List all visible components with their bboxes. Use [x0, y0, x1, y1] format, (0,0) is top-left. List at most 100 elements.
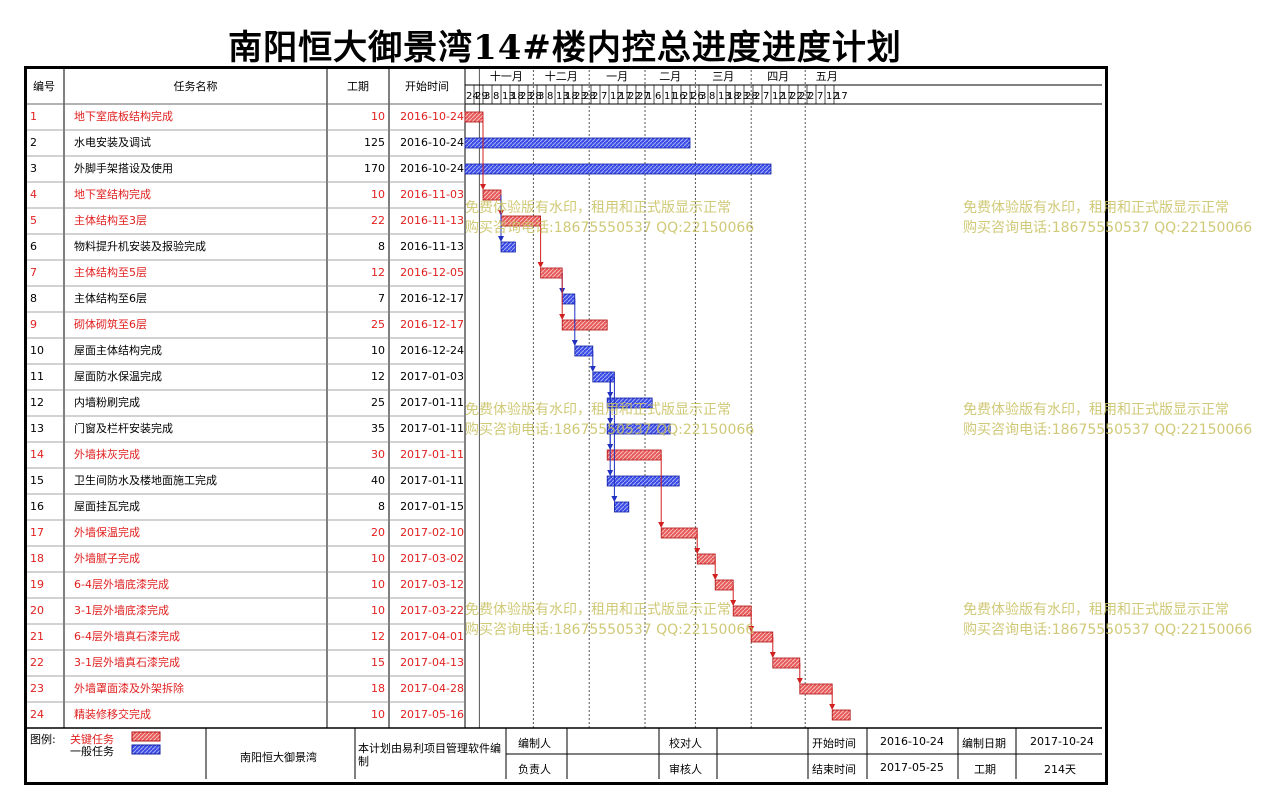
task-id: 23 — [30, 682, 44, 695]
task-id: 24 — [30, 708, 44, 721]
task-name: 6-4层外墙真石漆完成 — [74, 630, 180, 643]
task-duration: 40 — [371, 474, 385, 487]
footer-end-label: 结束时间 — [812, 763, 856, 776]
task-duration: 10 — [371, 552, 385, 565]
task-id: 16 — [30, 500, 44, 513]
chart-frame — [24, 66, 1108, 785]
task-bar — [606, 475, 680, 487]
header-start: 开始时间 — [405, 80, 449, 93]
day-tick-label: 23 — [574, 91, 587, 102]
day-tick-label: 2 — [808, 91, 814, 102]
day-tick-label: 13 — [556, 91, 569, 102]
task-start: 2016-12-05 — [400, 266, 464, 279]
header-id: 编号 — [33, 80, 55, 93]
task-start: 2016-10-24 — [400, 162, 464, 175]
task-start: 2017-01-03 — [400, 370, 464, 383]
task-duration: 10 — [371, 110, 385, 123]
task-bar — [614, 501, 630, 513]
day-tick-label: 8 — [709, 91, 715, 102]
task-duration: 125 — [364, 136, 385, 149]
task-start: 2017-03-12 — [400, 578, 464, 591]
day-tick-label: 21 — [682, 91, 695, 102]
day-tick-label: 2 — [754, 91, 760, 102]
task-duration: 25 — [371, 318, 385, 331]
task-name: 地下室结构完成 — [74, 188, 151, 201]
month-label: 四月 — [767, 70, 789, 83]
footer-responsible-label: 负责人 — [518, 763, 551, 776]
task-id: 6 — [30, 240, 37, 253]
task-name: 3-1层外墙真石漆完成 — [74, 656, 180, 669]
day-tick-label: 6 — [655, 91, 661, 102]
header-duration: 工期 — [347, 80, 369, 93]
day-tick-label: 3 — [700, 91, 706, 102]
task-name: 砌体砌筑至6层 — [74, 318, 147, 331]
task-duration: 30 — [371, 448, 385, 461]
task-name: 主体结构至5层 — [74, 266, 147, 279]
task-duration: 25 — [371, 396, 385, 409]
month-label: 十一月 — [490, 69, 523, 83]
task-bar — [606, 423, 671, 435]
task-name: 6-4层外墙底漆完成 — [74, 578, 169, 591]
footer-date-label: 编制日期 — [962, 737, 1006, 750]
task-id: 11 — [30, 370, 44, 383]
task-bar — [561, 319, 608, 331]
task-name: 卫生间防水及楼地面施工完成 — [74, 474, 217, 487]
day-tick-label: 22 — [628, 91, 641, 102]
day-tick-label: 28 — [529, 91, 542, 102]
day-tick-label: 17 — [781, 91, 794, 102]
day-tick-label: 8 — [493, 91, 499, 102]
day-tick-label: 18 — [565, 91, 578, 102]
task-name: 外墙腻子完成 — [74, 552, 140, 565]
task-start: 2016-10-24 — [400, 136, 464, 149]
task-bar — [464, 137, 691, 149]
task-duration: 22 — [371, 214, 385, 227]
task-id: 9 — [30, 318, 37, 331]
task-duration: 12 — [371, 630, 385, 643]
day-tick-label: 8 — [547, 91, 553, 102]
task-start: 2016-12-17 — [400, 318, 464, 331]
task-id: 17 — [30, 526, 44, 539]
dependency-arrow — [607, 376, 615, 476]
day-tick-label: 27 — [799, 91, 812, 102]
day-tick-label: 29 — [475, 91, 488, 102]
task-duration: 10 — [371, 188, 385, 201]
day-tick-label: 13 — [502, 91, 515, 102]
day-tick-label: 28 — [583, 91, 596, 102]
day-tick-label: 7 — [817, 91, 823, 102]
task-bar — [464, 163, 772, 175]
day-tick-label: 13 — [718, 91, 731, 102]
task-start: 2016-10-24 — [400, 110, 464, 123]
task-bar — [500, 241, 516, 253]
task-duration: 15 — [371, 656, 385, 669]
task-duration: 170 — [364, 162, 385, 175]
task-bar — [831, 709, 851, 721]
task-name: 屋面挂瓦完成 — [74, 500, 140, 513]
day-tick-label: 18 — [727, 91, 740, 102]
task-duration: 8 — [378, 500, 385, 513]
day-tick-label: 12 — [610, 91, 623, 102]
footer-start-value: 2016-10-24 — [880, 735, 944, 748]
legend-normal-swatch — [131, 744, 161, 755]
task-id: 12 — [30, 396, 44, 409]
footer-duration-value: 214天 — [1044, 763, 1076, 776]
day-tick-label: 23 — [520, 91, 533, 102]
month-label: 一月 — [606, 70, 628, 83]
task-id: 1 — [30, 110, 37, 123]
task-id: 10 — [30, 344, 44, 357]
task-start: 2016-11-13 — [400, 214, 464, 227]
task-id: 19 — [30, 578, 44, 591]
footer-date-value: 2017-10-24 — [1030, 735, 1094, 748]
month-label: 五月 — [816, 70, 838, 83]
task-start: 2016-11-13 — [400, 240, 464, 253]
task-name: 内墙粉刷完成 — [74, 396, 140, 409]
task-name: 外墙抹灰完成 — [74, 448, 140, 461]
day-tick-label: 7 — [763, 91, 769, 102]
day-tick-label: 24 — [466, 91, 479, 102]
page-title: 南阳恒大御景湾14#楼内控总进度进度计划 — [228, 28, 902, 68]
day-tick-label: 7 — [601, 91, 607, 102]
task-id: 3 — [30, 162, 37, 175]
task-id: 18 — [30, 552, 44, 565]
task-id: 15 — [30, 474, 44, 487]
task-duration: 20 — [371, 526, 385, 539]
